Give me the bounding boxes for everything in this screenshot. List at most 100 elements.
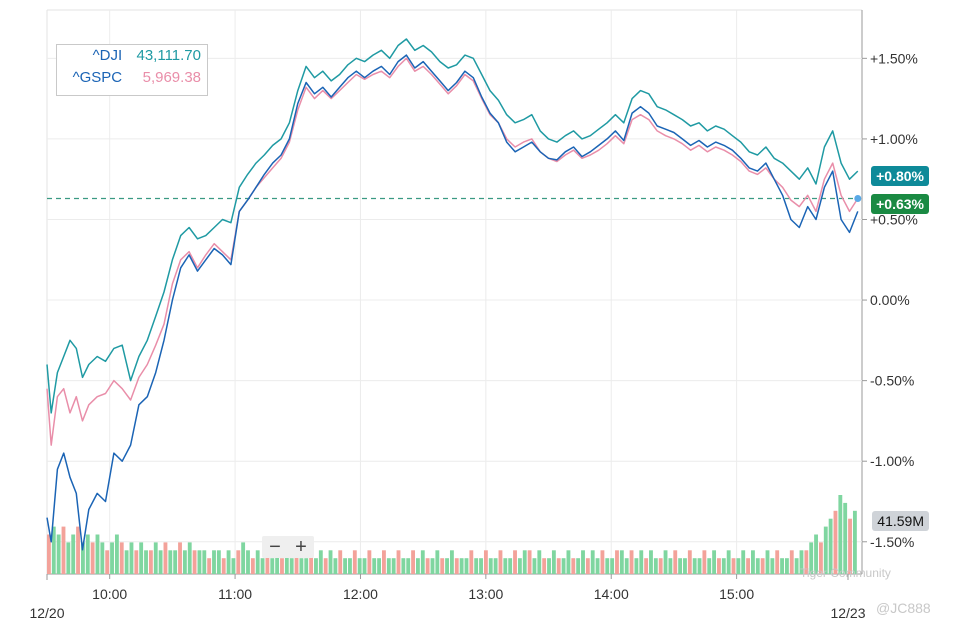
volume-bar [85, 534, 90, 574]
zoom-out-button[interactable]: − [269, 536, 281, 558]
volume-bar [250, 558, 255, 574]
x-tick-label: 11:00 [218, 586, 252, 602]
chart-legend: ^DJI 43,111.70 ^GSPC 5,969.38 [56, 44, 208, 96]
volume-bar [765, 550, 770, 574]
volume-bar [493, 558, 498, 574]
volume-bar [289, 558, 294, 574]
volume-bar [318, 550, 323, 574]
volume-bar [488, 558, 493, 574]
volume-bar [678, 558, 683, 574]
volume-bar [663, 550, 668, 574]
volume-bar [333, 558, 338, 574]
volume-bar [105, 550, 110, 574]
zoom-controls: − + [262, 536, 314, 558]
volume-bar [726, 550, 731, 574]
volume-bar [838, 495, 843, 574]
volume-bar [717, 558, 721, 574]
volume-bar [474, 558, 479, 574]
x-start-label: 12/20 [29, 605, 64, 621]
y-tick-label: -1.00% [870, 453, 914, 469]
x-end-label: 12/23 [830, 605, 865, 621]
volume-bar [357, 558, 362, 574]
volume-bar [415, 558, 420, 574]
volume-bar [119, 542, 124, 574]
x-tick-label: 14:00 [594, 586, 629, 602]
volume-bar [585, 558, 590, 574]
volume-bar [619, 550, 624, 574]
volume-bar [809, 542, 814, 574]
volume-bar [76, 526, 80, 574]
volume-bar [158, 550, 163, 574]
volume-bar [51, 526, 56, 574]
volume-bar [445, 558, 449, 574]
volume-bar [420, 550, 425, 574]
zoom-in-button[interactable]: + [295, 536, 307, 558]
volume-bar [367, 550, 372, 574]
volume-bar [566, 550, 571, 574]
volume-bar [270, 558, 275, 574]
volume-bar [843, 502, 848, 574]
volume-bar [721, 558, 726, 574]
volume-bar [828, 518, 833, 574]
volume-bar [66, 542, 71, 574]
volume-bar [386, 558, 391, 574]
volume-bar [47, 534, 51, 574]
volume-bar [323, 558, 328, 574]
volume-bar [246, 550, 250, 574]
volume-bar [148, 550, 153, 574]
legend-row-gspc: ^GSPC 5,969.38 [57, 67, 207, 89]
volume-bar [644, 558, 649, 574]
volume-bar [134, 550, 139, 574]
volume-bar [328, 550, 333, 574]
volume-bar [653, 558, 658, 574]
volume-badge: 41.59M [872, 511, 929, 531]
volume-bar [668, 558, 673, 574]
y-tick-label: +1.00% [870, 131, 918, 147]
volume-bar [770, 558, 775, 574]
volume-bar [600, 550, 605, 574]
volume-bar [731, 558, 736, 574]
volume-bar [658, 558, 663, 574]
volume-bar [153, 542, 158, 574]
volume-bar [299, 558, 304, 574]
volume-bar [207, 558, 212, 574]
volume-bar [513, 550, 517, 574]
volume-bar [556, 558, 561, 574]
volume-bar [789, 550, 794, 574]
volume-bar [95, 534, 100, 574]
volume-bar [212, 550, 216, 574]
legend-name-gspc: ^GSPC [72, 69, 123, 86]
legend-name-dji: ^DJI [92, 47, 123, 64]
volume-bar [687, 550, 692, 574]
y-tick-label: +1.50% [870, 50, 918, 66]
volume-bar [527, 550, 532, 574]
volume-bar [532, 558, 537, 574]
volume-bar [440, 558, 445, 574]
volume-bar [818, 542, 823, 574]
volume-bar [799, 550, 804, 574]
volume-bar [692, 558, 697, 574]
volume-bar [581, 550, 585, 574]
volume-bar [639, 550, 644, 574]
x-tick-label: 10:00 [92, 586, 127, 602]
volume-bar [265, 550, 270, 574]
volume-bar [71, 534, 76, 574]
volume-bar [595, 558, 600, 574]
volume-bar [576, 558, 581, 574]
volume-bar [537, 550, 542, 574]
volume-bar [430, 558, 435, 574]
volume-bar [615, 550, 619, 574]
volume-bar [469, 550, 474, 574]
volume-bar [852, 510, 857, 574]
volume-bar [547, 558, 551, 574]
volume-bar [226, 550, 231, 574]
volume-bar [479, 558, 483, 574]
volume-bar [673, 550, 678, 574]
volume-bar [124, 550, 129, 574]
volume-bar [406, 558, 411, 574]
volume-bar [231, 558, 236, 574]
volume-bar [178, 542, 182, 574]
volume-bar [508, 558, 513, 574]
